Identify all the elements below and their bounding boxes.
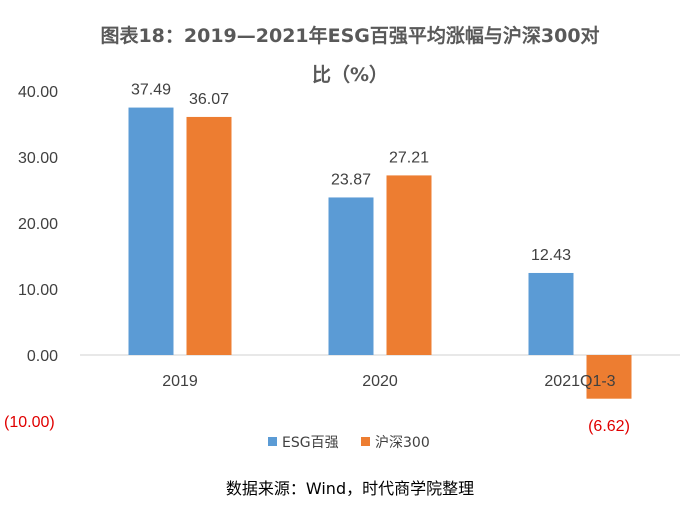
y-tick-label: 20.00 xyxy=(18,216,58,233)
legend-label: ESG百强 xyxy=(282,435,339,451)
bar xyxy=(328,197,374,355)
category-labels: 2019 2020 2021Q1-3 xyxy=(162,373,615,390)
data-label: 37.49 xyxy=(131,82,171,99)
y-tick-label: 40.00 xyxy=(18,84,58,101)
x-category-label: 2020 xyxy=(362,373,398,390)
bar xyxy=(528,272,574,355)
chart-title-line-2: 比（%） xyxy=(312,63,388,86)
y-tick-label: 0.00 xyxy=(27,348,58,365)
chart-title-line-1: 图表18：2019—2021年ESG百强平均涨幅与沪深300对 xyxy=(100,24,599,47)
data-labels: 37.49 36.07 23.87 27.21 12.43 (6.62) xyxy=(131,82,630,435)
source-note: 数据来源：Wind，时代商学院整理 xyxy=(226,479,474,498)
legend-swatch xyxy=(361,437,370,446)
data-label: 36.07 xyxy=(189,91,229,108)
bar xyxy=(186,116,232,355)
y-tick-label: 30.00 xyxy=(18,150,58,167)
bar xyxy=(586,355,632,399)
bar xyxy=(128,107,174,355)
bar xyxy=(386,175,432,355)
y-axis-ticks: 40.00 30.00 20.00 10.00 0.00 (10.00) xyxy=(4,84,58,431)
y-tick-label: 10.00 xyxy=(18,282,58,299)
legend-label: 沪深300 xyxy=(375,435,430,451)
legend-swatch xyxy=(268,437,277,446)
data-label: 23.87 xyxy=(331,171,371,188)
x-category-label: 2021Q1-3 xyxy=(544,373,615,390)
bar-series xyxy=(128,107,632,399)
legend: ESG百强 沪深300 xyxy=(268,435,430,451)
data-label: (6.62) xyxy=(588,418,630,435)
x-category-label: 2019 xyxy=(162,373,198,390)
data-label: 27.21 xyxy=(389,149,429,166)
y-tick-label: (10.00) xyxy=(4,414,55,431)
data-label: 12.43 xyxy=(531,247,571,264)
